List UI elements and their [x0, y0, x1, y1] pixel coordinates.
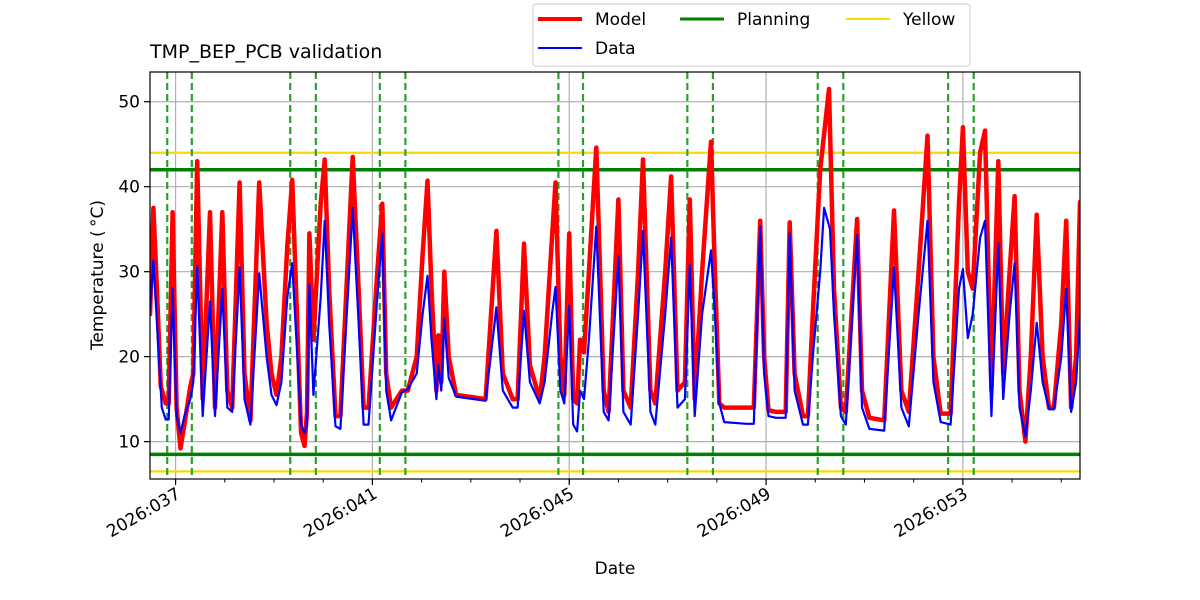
- y-tick-label: 20: [118, 348, 140, 368]
- series-line-data: [150, 206, 1080, 438]
- y-tick-label: 40: [118, 178, 140, 198]
- y-tick-label: 10: [118, 433, 140, 453]
- axes-frame: [149, 71, 1081, 480]
- legend-label-planning: Planning: [737, 10, 810, 30]
- legend-label-data: Data: [595, 39, 636, 59]
- series-lines: [150, 86, 1080, 451]
- y-tick-label: 30: [118, 263, 140, 283]
- legend-label-yellow: Yellow: [902, 10, 955, 30]
- y-axis-label: Temperature ( °C): [88, 200, 108, 351]
- legend: Model Data Planning Yellow: [532, 3, 971, 67]
- chart-title: TMP_BEP_PCB validation: [149, 41, 382, 63]
- plot-area: [150, 72, 1080, 479]
- legend-label-model: Model: [595, 10, 646, 30]
- y-tick-label: 50: [118, 93, 140, 113]
- x-axis-label: Date: [595, 559, 636, 579]
